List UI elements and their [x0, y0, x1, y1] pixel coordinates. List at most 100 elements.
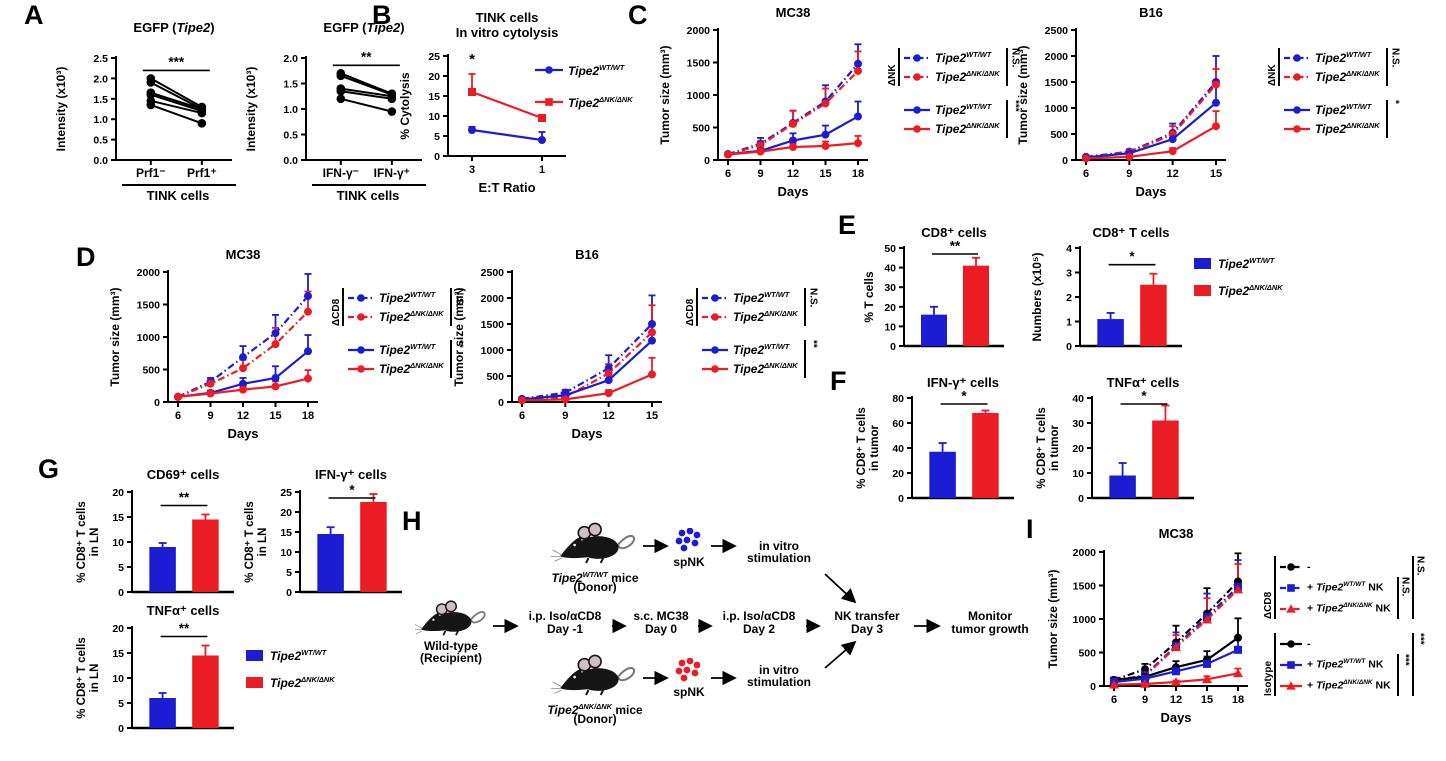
invitro-top-line2: stimulation: [746, 551, 811, 565]
svg-text:6: 6: [1111, 694, 1117, 706]
recipient-mouse-icon: [415, 600, 486, 637]
panel-d-mc38-chart: MC38 0 500 1000 1500 2000 Tumor size (mm³) 6 9 12…: [106, 246, 332, 451]
svg-text:10: 10: [428, 111, 440, 123]
legend-group-label: ΔNK: [1267, 64, 1278, 86]
svg-text:20: 20: [428, 71, 440, 83]
svg-text:**: **: [361, 49, 372, 64]
legend-row: Tipe2ΔNK/ΔNK: [903, 67, 1000, 86]
svg-text:**: **: [179, 490, 190, 505]
svg-text:% Cytolysis: % Cytolysis: [398, 72, 412, 140]
significance-label: N.S.: [1399, 577, 1411, 597]
panel-label-d: D: [76, 242, 96, 272]
svg-text:15: 15: [269, 410, 281, 422]
svg-text:0: 0: [118, 723, 124, 734]
svg-text:TNFα⁺ cells: TNFα⁺ cells: [147, 603, 220, 618]
legend-swatch-icon: [1194, 258, 1211, 269]
svg-text:15: 15: [646, 410, 658, 422]
legend-marker-icon: [1284, 53, 1310, 62]
arrow-diagonal-up: [824, 640, 857, 669]
svg-text:80: 80: [892, 393, 904, 405]
svg-text:10: 10: [112, 673, 124, 685]
svg-text:Days: Days: [1160, 710, 1191, 725]
donor-wt-name: Tipe2WT/WT mice: [551, 570, 639, 585]
timeline-step5-line1: Monitor: [968, 609, 1012, 623]
svg-text:0: 0: [1066, 341, 1072, 352]
svg-text:1.5: 1.5: [283, 79, 298, 91]
legend-marker-icon: [702, 364, 728, 373]
svg-text:in LN: in LN: [89, 664, 101, 693]
svg-text:500: 500: [1078, 648, 1096, 660]
panel-c-b16-legend: ΔNK Tipe2WT/WT Tipe2ΔNK/ΔNK N.S. Tipe2WT/WT T…: [1266, 48, 1401, 138]
panel-g-tnfa-chart: TNFα⁺ cells 0 5 10 15 20 % CD8⁺ T cells in LN **: [74, 602, 244, 739]
svg-text:20: 20: [892, 468, 904, 480]
legend-marker-icon: [702, 312, 728, 321]
svg-text:In vitro cytolysis: In vitro cytolysis: [456, 25, 559, 40]
svg-text:1000: 1000: [687, 90, 711, 102]
significance-bracket: [1411, 556, 1414, 619]
svg-text:40: 40: [884, 263, 896, 275]
svg-text:20: 20: [280, 507, 292, 519]
legend-group: Tipe2WT/WT Tipe2ΔNK/ΔNK ***: [886, 100, 1021, 138]
svg-text:Tumor size (mm³): Tumor size (mm³): [1046, 569, 1060, 668]
legend-row-label: Tipe2WT/WT: [379, 342, 436, 357]
panel-label-c: C: [628, 0, 648, 30]
legend-marker-icon: [904, 124, 930, 133]
svg-text:1000: 1000: [1073, 614, 1097, 626]
svg-text:**: **: [950, 239, 961, 254]
significance-bracket: [1396, 654, 1399, 696]
svg-text:in tumor: in tumor: [1049, 424, 1061, 471]
significance-bracket: [1385, 100, 1388, 138]
panel-i-mc38-chart: MC38 0 500 1000 1500 2000 Tumor size (mm³) 6 9 12…: [1044, 522, 1260, 739]
svg-text:2000: 2000: [1073, 547, 1097, 559]
panel-d-mc38-legend: ΔCD8 Tipe2WT/WT Tipe2ΔNK/ΔNK N.S. Tipe2WT/WT…: [330, 288, 465, 378]
svg-text:1500: 1500: [1045, 77, 1069, 89]
panel-c-mc38-legend: ΔNK Tipe2WT/WT Tipe2ΔNK/ΔNK N.S. Tipe2WT/WT T…: [886, 48, 1021, 138]
legend-row-label: Tipe2WT/WT: [270, 648, 327, 663]
recipient-role: (Recipient): [419, 651, 482, 665]
legend-row-label: Tipe2WT/WT: [1218, 256, 1275, 271]
timeline-step3-line2: Day 2: [742, 622, 776, 636]
legend-row: Tipe2ΔNK/ΔNK: [534, 90, 633, 114]
svg-text:0.0: 0.0: [93, 155, 108, 167]
svg-text:40: 40: [892, 443, 904, 455]
donor-dnk-name: Tipe2ΔNK/ΔNK mice: [547, 702, 643, 717]
invitro-bottom-line1: in vitro: [758, 663, 799, 677]
legend-marker-icon: [535, 98, 563, 106]
svg-text:10: 10: [884, 321, 896, 333]
legend-row: Tipe2WT/WT: [903, 48, 1000, 67]
svg-text:Tumor size (mm³): Tumor size (mm³): [658, 45, 672, 144]
svg-text:20: 20: [1072, 443, 1084, 455]
panel-label-i: I: [1026, 514, 1034, 544]
svg-text:25: 25: [280, 487, 292, 499]
svg-text:1500: 1500: [137, 300, 161, 312]
legend-row-label: -: [1307, 560, 1311, 573]
svg-text:5: 5: [118, 698, 124, 710]
panel-label-a: A: [24, 0, 44, 30]
svg-text:2.0: 2.0: [93, 73, 108, 85]
legend-group-bracket: [1274, 556, 1276, 619]
svg-text:30: 30: [884, 282, 896, 294]
svg-text:MC38: MC38: [1159, 526, 1194, 541]
panel-label-g: G: [38, 454, 60, 484]
svg-text:2500: 2500: [1045, 25, 1069, 37]
svg-text:TINK cells: TINK cells: [476, 10, 539, 25]
significance-label: ***: [1414, 633, 1426, 645]
svg-text:IFN-γ⁺ cells: IFN-γ⁺ cells: [927, 375, 999, 390]
legend-row: -: [1279, 633, 1391, 654]
svg-text:Days: Days: [571, 426, 602, 441]
legend-row: Tipe2ΔNK/ΔNK: [701, 307, 798, 326]
legend-marker-icon: [348, 293, 374, 302]
legend-row-label: Tipe2WT/WT: [379, 290, 436, 305]
svg-text:Days: Days: [1135, 184, 1166, 199]
legend-marker-icon: [1280, 639, 1302, 648]
legend-row: Tipe2WT/WT: [347, 288, 444, 307]
timeline-step5-line2: tumor growth: [951, 622, 1029, 636]
svg-text:0.5: 0.5: [93, 135, 108, 147]
svg-text:B16: B16: [1139, 5, 1163, 20]
legend-row: Tipe2WT/WT: [534, 58, 633, 82]
svg-text:% T cells: % T cells: [862, 271, 876, 323]
legend-row: -: [1279, 556, 1391, 577]
svg-text:4: 4: [1066, 243, 1072, 255]
svg-text:18: 18: [302, 410, 314, 422]
svg-text:0: 0: [898, 493, 904, 504]
